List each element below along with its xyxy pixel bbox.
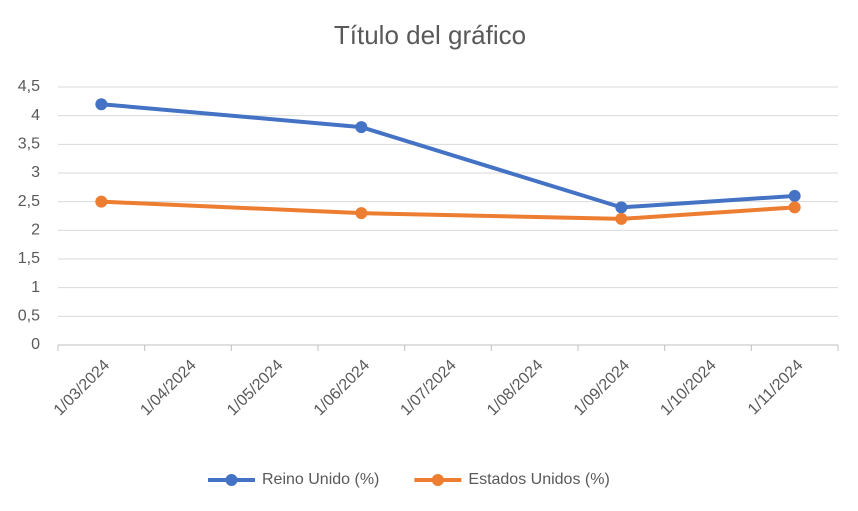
data-point [355, 207, 368, 220]
y-tick-label: 0 [31, 336, 40, 353]
legend-label: Estados Unidos (%) [468, 471, 609, 488]
series-line [99, 102, 797, 210]
y-tick-label: 2 [31, 222, 40, 239]
y-tick-label: 0,5 [18, 308, 40, 325]
y-tick-label: 1 [31, 279, 40, 296]
y-tick-label: 1,5 [18, 250, 40, 267]
data-point [788, 201, 801, 214]
series-line [99, 199, 797, 221]
chart-title: Título del gráfico [334, 20, 526, 50]
y-tick-label: 4 [31, 107, 40, 124]
y-tick-label: 3,5 [18, 136, 40, 153]
data-point [95, 98, 108, 111]
y-tick-label: 4,5 [18, 78, 40, 95]
y-tick-label: 2,5 [18, 193, 40, 210]
legend-label: Reino Unido (%) [262, 471, 379, 488]
legend-marker [225, 474, 238, 486]
data-point [788, 189, 801, 202]
data-point [355, 121, 368, 134]
data-point [615, 212, 628, 225]
y-tick-label: 3 [31, 164, 40, 181]
legend-marker [431, 474, 444, 486]
data-point [615, 201, 628, 214]
data-point [95, 195, 108, 208]
